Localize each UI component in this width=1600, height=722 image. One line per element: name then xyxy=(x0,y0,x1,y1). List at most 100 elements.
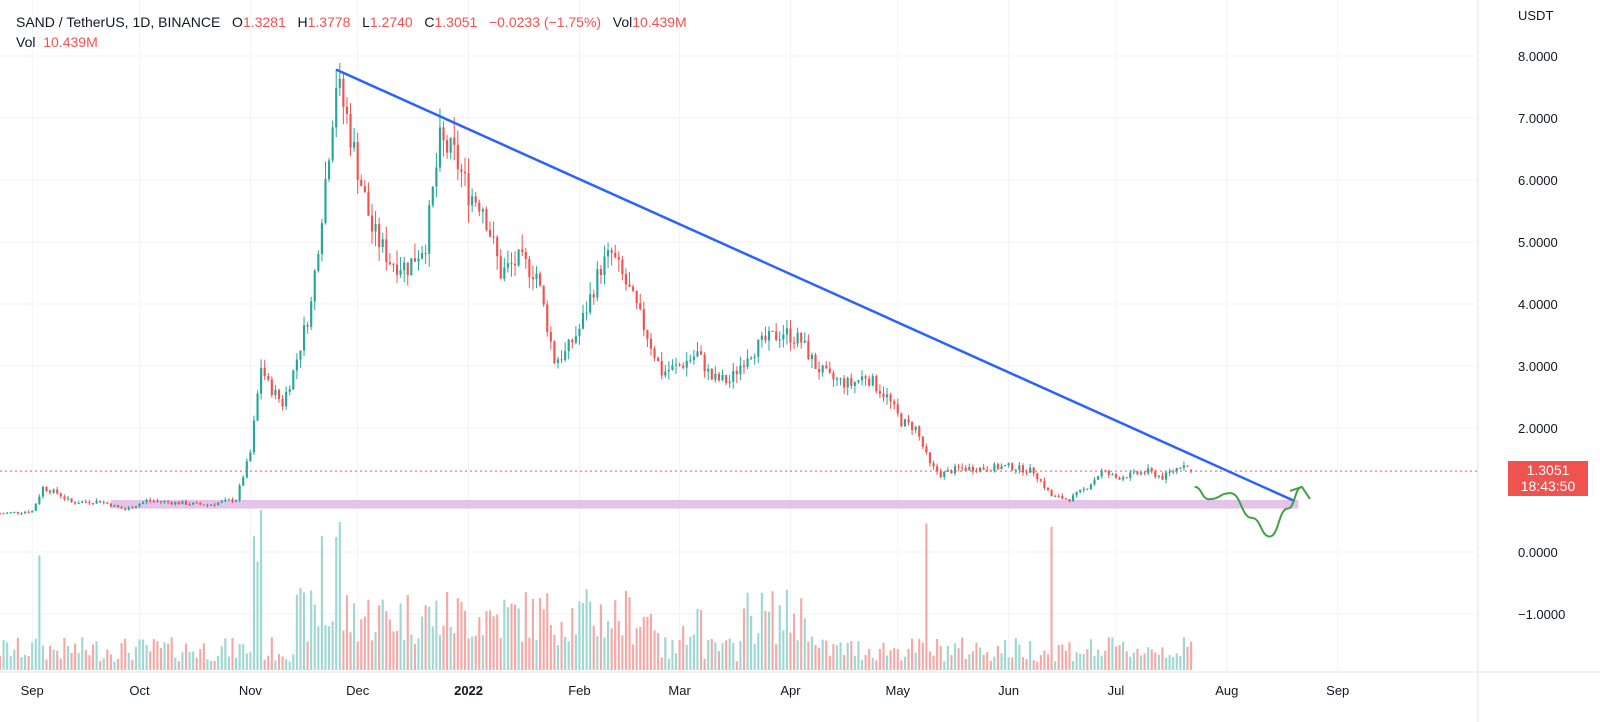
volume-bar xyxy=(38,555,41,670)
volume-bar xyxy=(1011,657,1014,670)
candle-body xyxy=(1179,467,1182,469)
volume-bar xyxy=(796,640,799,670)
volume-bar xyxy=(156,641,159,670)
volume-bar xyxy=(335,536,338,670)
volume-bar xyxy=(714,642,717,670)
candle-body xyxy=(1190,469,1193,472)
candle-body xyxy=(900,413,903,427)
volume-bar xyxy=(142,639,145,670)
volume-bar xyxy=(406,595,409,670)
candle-body xyxy=(206,505,209,507)
candle-body xyxy=(685,360,688,368)
volume-bar xyxy=(356,641,359,670)
volume-bar xyxy=(496,614,499,670)
candle-body xyxy=(109,503,112,507)
time-axis[interactable]: Sep Oct Nov Dec 2022 Feb Mar Apr May Jun Jul Aug Sep xyxy=(21,683,1350,698)
candle-body xyxy=(764,335,767,341)
candle-body xyxy=(710,368,713,380)
volume-bar xyxy=(74,643,77,670)
candle-body xyxy=(1175,467,1178,472)
volume-bar xyxy=(918,638,921,670)
volume-bar xyxy=(16,637,19,670)
volume-bar xyxy=(1089,639,1093,670)
candle-body xyxy=(825,365,828,369)
volume-bar xyxy=(238,644,241,670)
volume-value: 10.439M xyxy=(632,14,687,30)
volume-bar xyxy=(778,605,781,670)
candle-body xyxy=(585,312,588,314)
volume-bar xyxy=(435,600,438,670)
volume-bar xyxy=(306,641,309,670)
volume-bar xyxy=(1036,661,1039,670)
candle-body xyxy=(703,354,706,372)
volume-bar xyxy=(77,652,80,670)
candle-body xyxy=(1046,487,1050,491)
candle-body xyxy=(596,269,599,298)
projection-curve xyxy=(1194,485,1303,538)
candle-body xyxy=(1132,471,1135,473)
candle-body xyxy=(327,160,331,180)
ohlc-row: SAND / TetherUS, 1D, BINANCE O1.3281 H1.… xyxy=(16,12,687,32)
volume-indicator-label[interactable]: Vol xyxy=(16,34,36,50)
candle-body xyxy=(1100,470,1103,477)
trendline-drawing[interactable] xyxy=(335,68,1296,503)
candle-body xyxy=(914,426,917,431)
time-tick-label: Aug xyxy=(1215,683,1238,698)
candle-body xyxy=(1007,463,1010,466)
volume-bar xyxy=(217,656,220,670)
volume-bar xyxy=(682,626,685,670)
volume-bar xyxy=(431,626,434,670)
volume-bar xyxy=(932,655,935,670)
volume-bar xyxy=(417,638,420,670)
candle-body xyxy=(138,503,141,507)
volume-bar xyxy=(1107,637,1110,670)
volume-bar xyxy=(846,642,849,670)
candle-body xyxy=(521,249,524,253)
candle-body xyxy=(717,373,721,381)
volume-bar xyxy=(374,632,377,670)
candle-body xyxy=(1150,468,1153,472)
candle-body xyxy=(403,262,406,271)
price-axis[interactable]: 8.0000 7.0000 6.0000 5.0000 4.0000 3.0000 2.00… xyxy=(1518,49,1565,622)
volume-bar xyxy=(424,605,427,670)
volume-bar xyxy=(1093,656,1096,670)
volume-bar xyxy=(331,621,334,670)
volume-bar xyxy=(549,624,552,670)
volume-bar xyxy=(442,625,445,670)
volume-bar xyxy=(649,613,653,670)
candle-body xyxy=(170,502,173,505)
candle-body xyxy=(1064,498,1067,500)
candle-body xyxy=(678,364,681,366)
candle-body xyxy=(567,339,570,352)
volume-bar xyxy=(467,638,470,670)
candle-body xyxy=(1122,477,1125,480)
volume-bar xyxy=(106,649,109,670)
volume-bar xyxy=(345,595,349,670)
candle-body xyxy=(413,258,416,262)
volume-bar xyxy=(0,655,2,670)
volume-bar xyxy=(267,655,270,670)
candle-body xyxy=(818,369,821,373)
volume-bar xyxy=(685,644,688,670)
candle-body xyxy=(388,262,391,265)
candle-body xyxy=(1079,489,1082,493)
candle-body xyxy=(81,501,84,504)
volume-bar xyxy=(707,639,710,670)
candle-body xyxy=(732,370,735,382)
volume-bar xyxy=(843,655,846,670)
volume-bar xyxy=(45,659,48,670)
candle-body xyxy=(875,376,878,392)
volume-bar xyxy=(206,659,209,670)
volume-bar xyxy=(220,646,223,670)
projection-arrow-drawing[interactable] xyxy=(1194,485,1311,538)
candle-body xyxy=(152,500,155,502)
volume-bar xyxy=(692,634,695,670)
volume-bar xyxy=(982,654,985,670)
candle-body xyxy=(1097,476,1100,480)
candle-body xyxy=(395,264,399,275)
candle-body xyxy=(832,372,835,380)
symbol-title[interactable]: SAND / TetherUS, 1D, BINANCE xyxy=(16,14,221,30)
volume-bar xyxy=(56,650,59,670)
candle-body xyxy=(535,273,538,280)
